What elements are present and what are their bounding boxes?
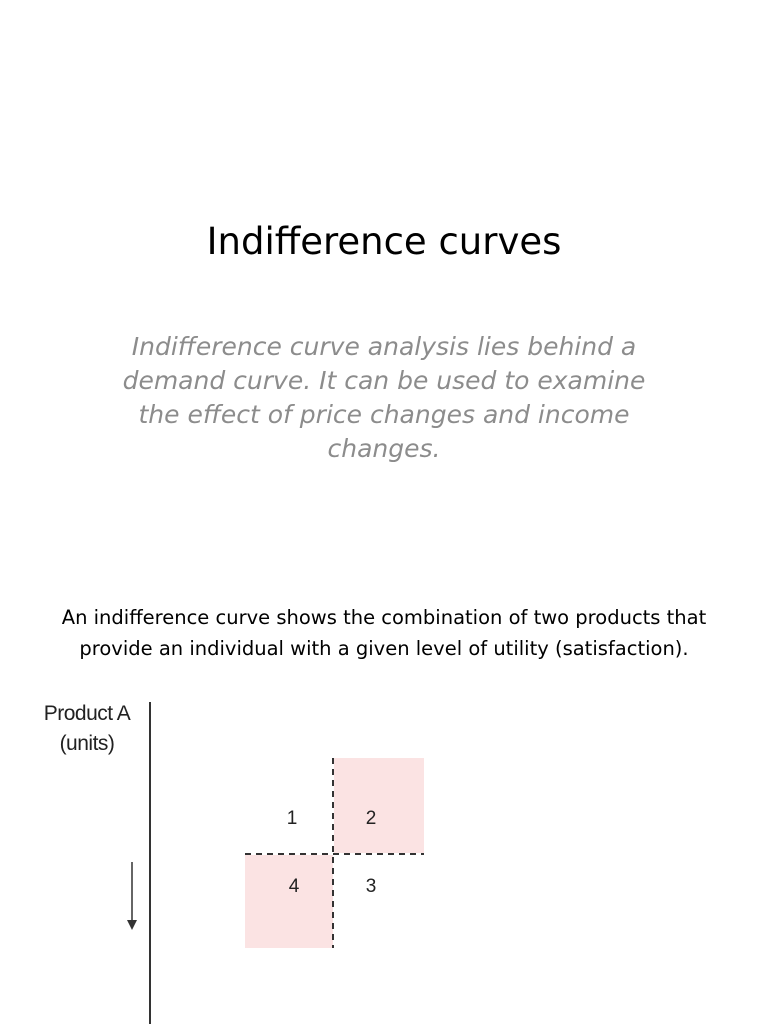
indifference-quadrant-diagram: Product A (units) 1 2 3 4 — [0, 690, 768, 1024]
quadrant-4-shading — [245, 855, 333, 948]
quadrant-4-label: 4 — [288, 876, 300, 897]
quadrant-1-label: 1 — [286, 808, 298, 829]
y-axis-label-line1: Product A — [43, 702, 131, 725]
diagram-graphics — [127, 702, 424, 1024]
quadrant-2-shading — [334, 758, 424, 853]
y-axis-label-line2: (units) — [59, 732, 115, 755]
slide-body-text: An indifference curve shows the combinat… — [61, 606, 707, 660]
quadrant-2-label: 2 — [365, 808, 377, 829]
slide-subtitle: Indifference curve analysis lies behind … — [122, 332, 646, 463]
slide-title: Indifference curves — [206, 220, 562, 263]
quadrant-3-label: 3 — [365, 876, 377, 897]
down-arrow-head — [127, 920, 137, 930]
